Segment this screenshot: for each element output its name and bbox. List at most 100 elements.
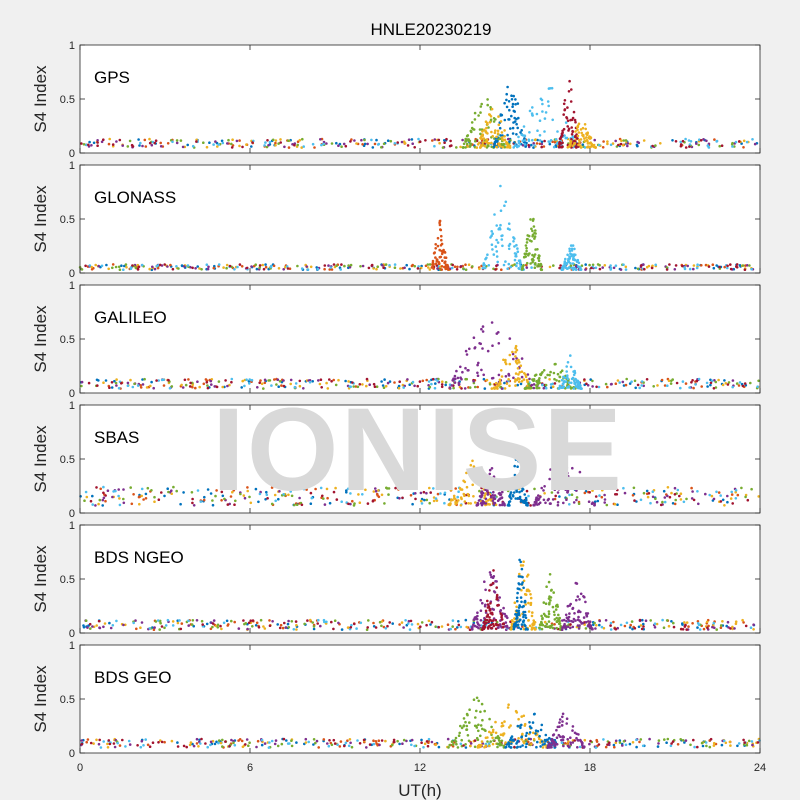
data-point <box>635 745 638 749</box>
data-point <box>92 742 95 745</box>
data-point <box>486 614 489 618</box>
data-point <box>102 491 105 495</box>
data-point <box>382 266 385 270</box>
data-point <box>523 255 526 259</box>
data-point <box>556 130 559 133</box>
data-point <box>640 380 644 383</box>
data-point <box>500 739 504 743</box>
data-point <box>257 626 261 629</box>
data-point <box>82 624 85 627</box>
data-point <box>186 143 189 147</box>
data-point <box>526 373 530 376</box>
data-point <box>491 607 494 611</box>
data-point <box>450 498 453 501</box>
data-point <box>666 486 670 489</box>
data-point <box>425 491 428 495</box>
data-point <box>568 255 571 258</box>
data-point <box>659 142 662 145</box>
data-point <box>580 387 583 390</box>
data-point <box>502 142 506 146</box>
data-point <box>466 369 470 372</box>
data-point <box>594 146 597 149</box>
data-point <box>452 494 456 498</box>
data-point <box>398 742 401 746</box>
data-point <box>515 348 519 352</box>
data-point <box>440 252 444 256</box>
data-point <box>255 621 259 625</box>
data-point <box>579 138 583 141</box>
data-point <box>298 496 301 500</box>
data-point <box>491 344 494 348</box>
data-point <box>539 373 543 377</box>
data-point <box>504 200 508 204</box>
data-point <box>705 139 708 143</box>
data-point <box>213 742 217 746</box>
data-point <box>517 626 520 629</box>
data-point <box>673 502 677 506</box>
data-point <box>477 481 481 484</box>
data-point <box>189 741 193 744</box>
data-point <box>519 596 523 599</box>
data-point <box>465 471 468 475</box>
data-point <box>502 502 505 505</box>
data-point <box>517 144 520 148</box>
data-point <box>312 627 316 631</box>
data-point <box>542 369 546 372</box>
data-point <box>564 266 568 270</box>
data-point <box>550 588 553 592</box>
data-point <box>89 499 93 503</box>
data-point <box>238 144 241 148</box>
data-point <box>269 264 273 268</box>
data-point <box>439 228 442 231</box>
data-point <box>515 133 518 136</box>
data-point <box>549 139 553 142</box>
data-point <box>492 253 496 256</box>
data-point <box>552 481 556 484</box>
data-point <box>531 623 534 626</box>
data-point <box>440 234 443 238</box>
data-point <box>428 501 432 505</box>
data-point <box>225 263 229 267</box>
data-point <box>334 383 338 387</box>
data-point <box>534 732 537 735</box>
data-point <box>477 499 481 502</box>
data-point <box>679 738 682 741</box>
data-point <box>146 743 150 747</box>
data-point <box>520 600 523 604</box>
data-point <box>168 386 172 390</box>
data-point <box>490 619 493 623</box>
data-point <box>144 492 148 496</box>
data-point <box>339 740 343 743</box>
data-point <box>228 383 231 387</box>
data-point <box>325 381 328 385</box>
data-point <box>316 622 320 625</box>
data-point <box>185 745 188 749</box>
data-point <box>462 267 465 270</box>
data-point <box>510 742 513 745</box>
data-point <box>172 485 175 489</box>
data-point <box>565 370 568 373</box>
data-point <box>479 619 483 622</box>
data-point <box>130 502 134 506</box>
data-point <box>247 744 250 747</box>
data-point <box>499 120 503 123</box>
data-point <box>696 626 699 629</box>
data-point <box>573 118 577 122</box>
data-point <box>499 145 502 148</box>
data-point <box>561 131 564 134</box>
data-point <box>111 266 114 270</box>
data-point <box>122 488 125 491</box>
data-point <box>604 619 608 622</box>
data-point <box>613 502 617 506</box>
data-point <box>585 136 588 139</box>
data-point <box>639 264 643 267</box>
data-point <box>569 118 572 122</box>
data-point <box>521 480 525 484</box>
data-point <box>518 371 522 374</box>
data-point <box>502 622 505 625</box>
data-point <box>206 386 210 390</box>
data-point <box>431 262 435 265</box>
data-point <box>191 266 194 270</box>
data-point <box>319 138 322 141</box>
data-point <box>202 141 205 144</box>
